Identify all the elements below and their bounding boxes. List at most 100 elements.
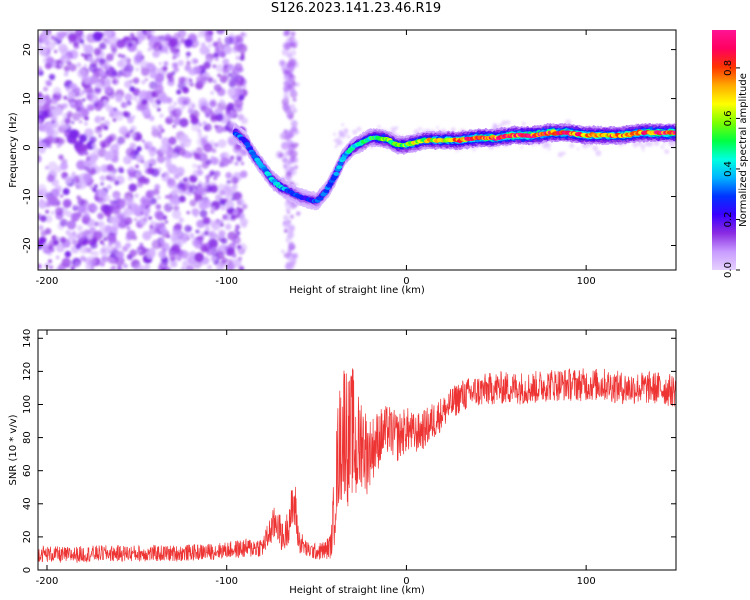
noise-speckle [171, 152, 178, 159]
noise-speckle [227, 231, 237, 241]
noise-speckle [69, 83, 76, 90]
noise-speckle [189, 199, 197, 207]
noise-speckle [161, 46, 169, 53]
noise-speckle [211, 148, 217, 154]
noise-speckle [236, 244, 242, 250]
noise-speckle [240, 32, 245, 36]
noise-speckle [89, 226, 96, 234]
spectrogram-x-ticks: -200 -100 0 100 [36, 30, 596, 287]
noise-speckle [99, 246, 110, 257]
noise-speckle [151, 125, 157, 131]
noise-speckle [205, 174, 211, 180]
noise-speckle [59, 162, 68, 171]
noise-speckle [217, 37, 222, 41]
noise-speckle [664, 149, 670, 154]
noise-speckle [238, 265, 245, 270]
noise-speckle [97, 189, 107, 199]
noise-speckle [38, 199, 48, 209]
noise-speckle [129, 86, 136, 92]
noise-speckle [143, 264, 149, 270]
noise-speckle [501, 120, 507, 126]
noise-speckle [156, 154, 166, 164]
noise-speckle [333, 132, 337, 136]
noise-speckle [212, 64, 217, 69]
noise-speckle [201, 182, 208, 189]
noise-speckle [38, 155, 41, 160]
noise-speckle [223, 45, 233, 55]
noise-speckle [498, 123, 503, 128]
colorbar-tick-label: 0.8 [723, 60, 734, 76]
noise-speckle [136, 50, 143, 57]
spectrogram-frame [37, 29, 677, 271]
noise-speckle [59, 218, 68, 227]
noise-speckle [39, 215, 47, 222]
noise-speckle [280, 65, 286, 71]
noise-speckle [148, 216, 152, 220]
noise-speckle [208, 237, 218, 248]
noise-speckle [232, 258, 242, 268]
noise-speckle [91, 142, 97, 148]
noise-speckle [286, 110, 292, 116]
noise-speckle [637, 140, 643, 146]
noise-speckle [182, 105, 186, 109]
noise-speckle [287, 241, 295, 248]
noise-speckle [62, 187, 70, 196]
noise-speckle [195, 229, 200, 234]
noise-speckle [204, 230, 210, 236]
noise-speckle [203, 76, 209, 81]
noise-speckle [292, 253, 298, 259]
noise-speckle [64, 176, 72, 184]
noise-speckle [395, 126, 399, 130]
noise-speckle [102, 242, 106, 247]
noise-speckle [38, 184, 47, 194]
noise-speckle [632, 141, 638, 148]
noise-speckle [88, 63, 98, 73]
noise-speckle [139, 60, 149, 69]
noise-speckle [506, 120, 511, 125]
spectrogram-content [38, 30, 676, 270]
noise-speckle [210, 255, 218, 263]
noise-speckle [225, 109, 231, 116]
noise-speckle [157, 213, 164, 220]
noise-speckle [133, 54, 143, 64]
noise-speckle [135, 67, 140, 72]
snr-content [38, 368, 676, 563]
noise-speckle [293, 165, 299, 170]
noise-speckle [146, 96, 151, 101]
noise-speckle [116, 60, 124, 68]
noise-speckle [338, 136, 341, 139]
noise-speckle [72, 204, 77, 209]
noise-speckle [161, 258, 169, 266]
noise-speckle [134, 264, 145, 270]
noise-speckle [214, 124, 218, 129]
noise-speckle [207, 30, 214, 36]
noise-speckle [219, 231, 225, 237]
noise-speckle [108, 241, 113, 247]
noise-speckle [59, 63, 64, 68]
noise-speckle [105, 53, 114, 62]
noise-speckle [197, 32, 203, 38]
noise-speckle [94, 115, 103, 124]
noise-speckle [224, 35, 234, 45]
noise-speckle [116, 265, 123, 270]
noise-speckle [45, 209, 50, 214]
noise-speckle [136, 146, 142, 152]
noise-speckle [98, 134, 102, 138]
noise-speckle [196, 169, 204, 176]
noise-speckle [178, 217, 184, 223]
noise-speckle [40, 230, 47, 237]
noise-speckle [83, 150, 89, 156]
noise-speckle [547, 147, 551, 151]
noise-speckle [235, 224, 241, 230]
noise-speckle [209, 100, 217, 107]
noise-speckle [90, 250, 94, 255]
noise-speckle [120, 198, 125, 204]
noise-speckle [106, 184, 112, 190]
ridge-blob [672, 130, 676, 135]
noise-speckle [38, 46, 48, 56]
colorbar-tick-label: 0.0 [723, 262, 734, 278]
noise-speckle [197, 199, 202, 205]
noise-speckle [640, 144, 645, 149]
noise-speckle [97, 212, 104, 220]
noise-speckle [83, 172, 93, 183]
